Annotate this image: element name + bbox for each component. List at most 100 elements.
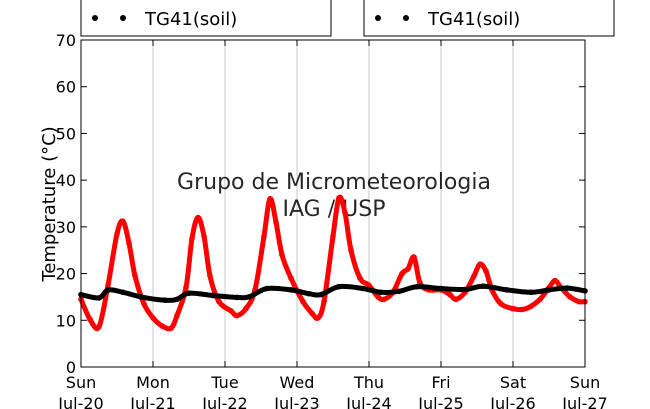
x-tick-label: Jul-27 <box>561 394 607 409</box>
data-point <box>120 218 126 225</box>
data-point <box>405 266 411 272</box>
data-point <box>447 291 453 298</box>
data-point <box>168 325 174 332</box>
legend-marker <box>403 15 409 21</box>
data-point <box>510 305 516 312</box>
data-point <box>300 298 306 305</box>
data-point <box>318 291 324 298</box>
data-point <box>264 285 270 292</box>
data-point <box>96 295 102 301</box>
y-tick-label: 70 <box>56 31 76 50</box>
data-point <box>186 290 192 297</box>
data-point <box>105 282 111 289</box>
data-point <box>309 310 315 317</box>
data-point <box>96 324 102 330</box>
data-point <box>576 298 582 305</box>
data-point <box>366 282 372 289</box>
data-point <box>120 289 126 296</box>
y-tick-label: 50 <box>56 124 76 143</box>
data-point <box>552 277 558 284</box>
data-point <box>528 303 534 310</box>
data-point <box>348 247 354 253</box>
y-tick-label: 10 <box>56 311 76 330</box>
data-point <box>483 268 489 275</box>
data-point <box>315 315 321 321</box>
data-point <box>267 196 273 202</box>
data-point <box>498 301 504 307</box>
data-point <box>375 294 381 300</box>
data-point <box>336 283 342 290</box>
data-point <box>288 275 294 282</box>
x-tick-label: Sat <box>500 373 526 392</box>
data-point <box>141 301 147 307</box>
data-point <box>477 261 483 268</box>
x-tick-label: Jul-23 <box>273 394 319 409</box>
data-point <box>162 297 168 304</box>
x-tick-label: Jul-22 <box>201 394 247 409</box>
legend-marker <box>120 15 126 21</box>
data-point <box>396 288 402 295</box>
data-point <box>288 287 294 293</box>
x-tick-label: Fri <box>431 373 450 392</box>
data-point <box>228 308 234 314</box>
data-point <box>564 285 570 291</box>
data-point <box>105 287 111 293</box>
data-point <box>159 323 165 329</box>
data-point <box>183 284 189 291</box>
data-point <box>378 289 384 296</box>
x-tick-label: Thu <box>353 373 384 392</box>
data-point <box>114 231 120 237</box>
legend-marker <box>92 15 98 21</box>
series-line-black <box>78 283 588 303</box>
y-tick-label: 20 <box>56 265 76 284</box>
data-point <box>462 286 468 293</box>
x-tick-label: Wed <box>280 373 315 392</box>
data-point <box>273 219 279 225</box>
legend: TG41(soil) TG41(soil) <box>80 0 615 37</box>
grid <box>152 40 514 367</box>
data-point <box>210 292 216 299</box>
data-point <box>360 285 366 292</box>
series-layer <box>78 194 588 332</box>
data-point <box>150 315 156 321</box>
y-tick-label: 40 <box>56 171 76 190</box>
data-point <box>189 235 195 242</box>
data-point <box>234 312 240 319</box>
data-point <box>537 296 543 303</box>
data-point <box>321 298 327 305</box>
axes: Sun Jul-20 Mon Jul-21 Tue Jul-22 Wed Jul-23 Thu J… <box>56 31 608 409</box>
y-tick-label: 60 <box>56 78 76 97</box>
data-point <box>399 270 405 277</box>
data-point <box>567 294 573 300</box>
data-point <box>381 296 387 303</box>
x-tick-label: Mon <box>136 373 170 392</box>
x-tick-label: Sun <box>570 373 600 392</box>
data-point <box>411 254 417 260</box>
data-point <box>126 240 132 246</box>
data-point <box>174 296 180 303</box>
data-point <box>453 296 459 303</box>
data-point <box>330 233 336 239</box>
data-point <box>132 273 138 279</box>
data-point <box>138 294 144 300</box>
data-point <box>246 294 252 300</box>
legend-label: TG41(soil) <box>144 9 237 30</box>
x-tick-label: Jul-24 <box>345 394 391 409</box>
legend-marker <box>375 15 381 21</box>
watermark-text: Grupo de Micrometeorologia <box>177 170 491 195</box>
x-tick-label: Tue <box>210 373 238 392</box>
x-tick-label: Sun <box>66 373 96 392</box>
y-tick-label: 0 <box>66 358 76 377</box>
data-point <box>336 195 342 201</box>
data-point <box>519 306 525 313</box>
y-tick-label: 30 <box>56 218 76 237</box>
data-point <box>546 287 552 293</box>
data-point <box>195 214 201 221</box>
data-point <box>174 312 180 319</box>
data-point <box>207 273 213 279</box>
data-point <box>342 210 348 216</box>
data-point <box>243 305 249 312</box>
data-point <box>306 290 312 297</box>
data-point <box>357 275 363 282</box>
